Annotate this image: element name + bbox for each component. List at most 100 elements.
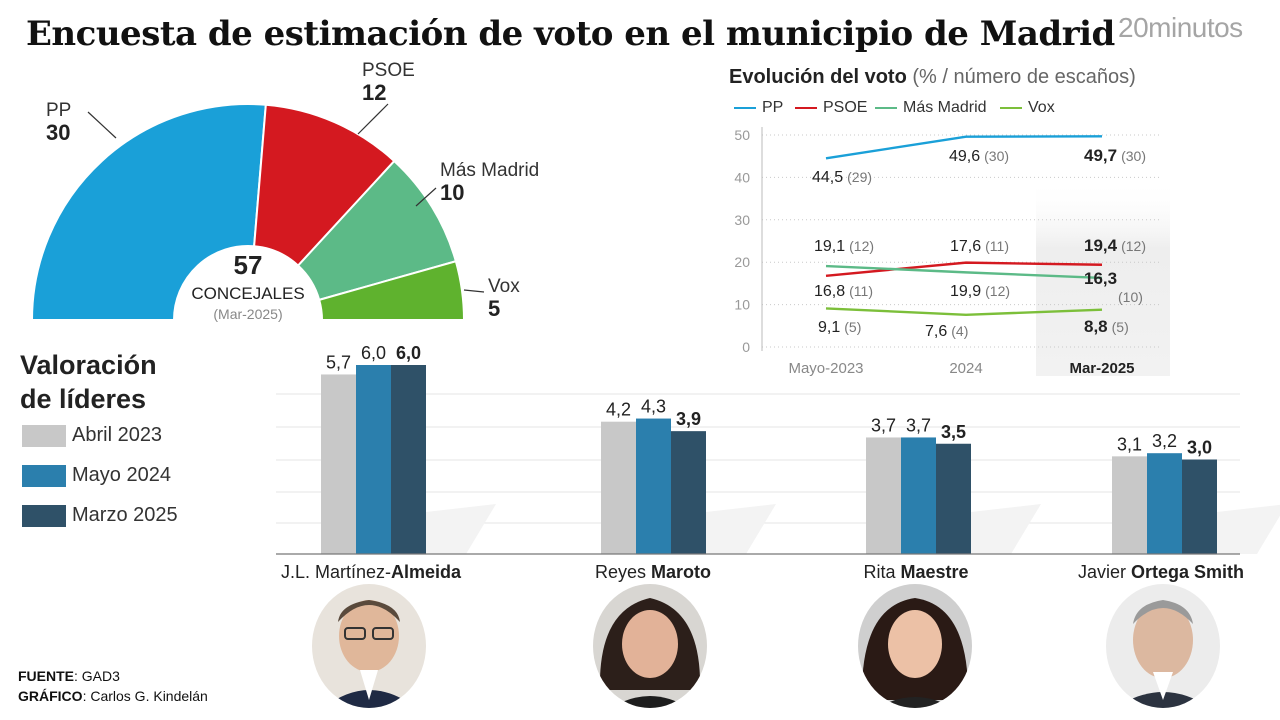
evolution-seats-2-1: (11) <box>985 238 1009 254</box>
evolution-value-num-1-1: 19,9 <box>950 283 981 300</box>
bar-label-0-0: 5,7 <box>326 352 351 372</box>
legend-marzo-2025: Marzo 2025 <box>22 504 178 527</box>
bar-1-0 <box>601 421 636 554</box>
evolution-value-num-1-0: 16,8 <box>814 283 845 300</box>
bars-shadow-3 <box>1217 504 1280 554</box>
bars-shadow-2 <box>971 504 1041 554</box>
evolution-value-3-1: 7,6 (4) <box>925 323 968 340</box>
hemicycle-leader-line-1 <box>357 103 389 135</box>
bar-label-0-2: 6,0 <box>396 343 421 363</box>
evolution-value-2-0: 19,1 (12) <box>814 238 874 255</box>
bar-label-2-2: 3,5 <box>941 422 966 442</box>
evolution-seats-1-0: (11) <box>849 283 873 299</box>
bar-3-2 <box>1182 459 1217 554</box>
evolution-ytick-0: 0 <box>742 339 750 355</box>
evolution-line-3 <box>825 307 1103 316</box>
leaders-rating-title: Valoración de líderes <box>20 350 157 414</box>
evolution-seats-1-2: (12) <box>1121 238 1146 254</box>
evolution-seats-3-0: (5) <box>844 319 861 335</box>
evolution-highlight-band <box>1036 180 1170 376</box>
leader-name-maestre: Rita Maestre <box>863 562 969 582</box>
graphic-credit-line: GRÁFICO: Carlos G. Kindelán <box>18 688 208 704</box>
evolution-value-num-0-0: 44,5 <box>812 169 843 186</box>
hemicycle-seats-3: 5 <box>488 296 500 321</box>
evolution-chart-title: Evolución del voto (% / número de escaño… <box>729 66 1136 88</box>
bar-label-2-1: 3,7 <box>906 415 931 435</box>
hemicycle-label-1: PSOE <box>362 60 415 81</box>
hemicycle-seats-1: 12 <box>362 80 386 105</box>
evolution-seats-3-2: (5) <box>1112 319 1129 335</box>
evolution-seats-1-1: (12) <box>985 283 1010 299</box>
legend-vox: Vox <box>1000 99 1055 117</box>
leader-name-ortega-smith: Javier Ortega Smith <box>1077 562 1245 582</box>
bar-1-1 <box>636 418 671 554</box>
page-title: Encuesta de estimación de voto en el mun… <box>26 14 1115 54</box>
evolution-line-0 <box>825 135 1103 160</box>
evolution-value-num-1-2: 19,4 <box>1084 236 1118 255</box>
evolution-seats-0-1: (30) <box>984 148 1009 164</box>
legend-abril-2023: Abril 2023 <box>22 424 162 447</box>
bar-label-1-2: 3,9 <box>676 409 701 429</box>
evolution-seats-2-0: (12) <box>849 238 874 254</box>
bar-2-1 <box>901 437 936 554</box>
hemicycle-seats-2: 10 <box>440 180 464 205</box>
evolution-seats-2-2: (10) <box>1118 289 1143 305</box>
bar-label-3-0: 3,1 <box>1117 434 1142 454</box>
hemicycle-slice-0 <box>30 103 267 321</box>
legend-mayo-2024: Mayo 2024 <box>22 464 171 487</box>
evolution-ytick-1: 10 <box>734 297 750 313</box>
bar-label-3-1: 3,2 <box>1152 431 1177 451</box>
legend-pp: PP <box>734 99 783 117</box>
evolution-value-0-2: 49,7 (30) <box>1084 146 1146 165</box>
evolution-value-num-0-1: 49,6 <box>949 148 980 165</box>
brand-logo: 20minutos <box>1118 12 1243 43</box>
evolution-value-3-2: 8,8 (5) <box>1084 317 1129 336</box>
bar-0-0 <box>321 374 356 554</box>
evolution-value-0-0: 44,5 (29) <box>812 169 872 186</box>
evolution-ytick-5: 50 <box>734 127 750 143</box>
bar-2-2 <box>936 443 971 554</box>
bar-0-2 <box>391 365 426 554</box>
evolution-value-num-2-0: 19,1 <box>814 238 845 255</box>
hemicycle-center-label: CONCEJALES <box>191 284 304 303</box>
evolution-seats-0-2: (30) <box>1121 148 1146 164</box>
bar-label-1-0: 4,2 <box>606 400 631 420</box>
evolution-value-2-2: 16,3 <box>1084 269 1117 288</box>
legend-mas-madrid: Más Madrid <box>875 99 987 117</box>
evolution-xtick-2: Mar-2025 <box>1069 360 1134 377</box>
evolution-value-3-0: 9,1 (5) <box>818 319 861 336</box>
evolution-value-2-1: 17,6 (11) <box>950 238 1009 255</box>
evolution-value-1-2: 19,4 (12) <box>1084 236 1146 255</box>
leader-name-almeida: J.L. Martínez-Almeida <box>280 562 462 582</box>
bar-label-1-1: 4,3 <box>641 397 666 417</box>
bar-label-0-1: 6,0 <box>361 343 386 363</box>
bar-3-0 <box>1112 456 1147 554</box>
hemicycle-seats-0: 30 <box>46 120 70 145</box>
evolution-value-num-2-2: 16,3 <box>1084 269 1117 288</box>
evolution-line-1 <box>825 261 1103 277</box>
bar-0-1 <box>356 365 391 554</box>
legend-psoe: PSOE <box>795 99 867 117</box>
evolution-ytick-3: 30 <box>734 212 750 228</box>
bar-2-0 <box>866 437 901 554</box>
evolution-value-1-0: 16,8 (11) <box>814 283 873 300</box>
evolution-seats-3-1: (4) <box>951 323 968 339</box>
evolution-value-num-3-0: 9,1 <box>818 319 840 336</box>
hemicycle-total: 57 <box>234 250 263 280</box>
bar-3-1 <box>1147 453 1182 554</box>
bars-shadow-0 <box>426 504 496 554</box>
bar-label-2-0: 3,7 <box>871 415 896 435</box>
evolution-value-num-2-1: 17,6 <box>950 238 981 255</box>
evolution-ytick-4: 40 <box>734 169 750 185</box>
bar-label-3-2: 3,0 <box>1187 438 1212 458</box>
hemicycle-leader-line-2 <box>415 187 437 207</box>
bars-shadow-1 <box>706 504 776 554</box>
evolution-value-1-1: 19,9 (12) <box>950 283 1010 300</box>
